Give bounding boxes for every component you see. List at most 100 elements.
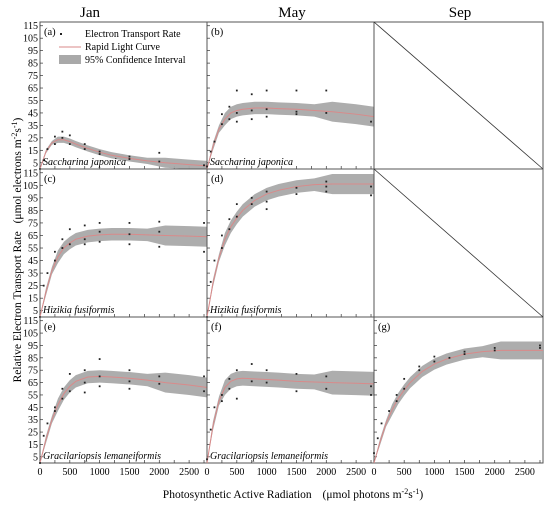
etr-point <box>83 238 86 241</box>
etr-point <box>388 410 390 412</box>
etr-point <box>325 180 328 183</box>
etr-point <box>448 356 451 359</box>
column-title-sep: Sep <box>449 5 472 21</box>
x-tick-label: 2500 <box>346 467 366 478</box>
etr-point <box>295 193 298 195</box>
etr-point <box>128 387 131 390</box>
etr-point <box>376 437 379 440</box>
ci-band-c <box>40 225 207 317</box>
etr-point <box>250 93 253 96</box>
etr-point <box>463 353 466 356</box>
panel-frame-g <box>373 316 544 464</box>
etr-point <box>46 422 49 425</box>
etr-point <box>221 234 223 237</box>
etr-point <box>68 228 71 231</box>
etr-point <box>203 375 205 378</box>
panel-b: (b) Saccharina japonica <box>206 21 375 170</box>
y-tick-label: 115 <box>23 21 38 32</box>
etr-point <box>83 381 86 384</box>
etr-point <box>128 243 131 246</box>
empty-panel-diagonal <box>373 21 544 170</box>
etr-point <box>42 159 45 162</box>
etr-point <box>325 89 328 92</box>
y-tick-label: 5 <box>33 452 38 463</box>
y-tick-label: 65 <box>28 84 38 95</box>
y-tick-label: 85 <box>28 59 38 70</box>
etr-point <box>61 397 64 400</box>
etr-point <box>325 112 328 114</box>
etr-point <box>83 391 86 394</box>
etr-point <box>325 185 328 188</box>
panel-sep-mid <box>373 168 544 318</box>
etr-point <box>221 123 223 126</box>
y-tick-label: 55 <box>28 244 38 255</box>
y-tick-label: 75 <box>28 71 38 82</box>
etr-point <box>213 259 216 262</box>
etr-point <box>54 250 56 253</box>
etr-point <box>418 365 421 368</box>
x-tick-label: 0 <box>38 467 43 478</box>
etr-point <box>128 155 131 158</box>
panel-label-e: (e) <box>44 322 56 333</box>
x-tick-label: 1500 <box>119 467 139 478</box>
etr-point <box>158 230 161 233</box>
etr-point <box>158 160 161 163</box>
etr-point <box>295 186 298 189</box>
y-tick-label: 55 <box>28 96 38 107</box>
etr-point <box>265 200 268 203</box>
etr-point <box>265 190 268 193</box>
y-tick-label: 35 <box>28 415 38 426</box>
ci-band-b <box>207 101 374 169</box>
x-tick-label: 1000 <box>257 467 277 478</box>
etr-point <box>98 230 101 233</box>
rlc-curve-g <box>373 349 543 464</box>
etr-point <box>265 369 268 372</box>
etr-point <box>250 363 253 365</box>
etr-point <box>325 190 328 193</box>
etr-point <box>265 208 268 211</box>
etr-point <box>203 164 205 167</box>
y-tick-label: 15 <box>28 440 38 451</box>
etr-point <box>98 150 101 153</box>
etr-point <box>46 148 49 150</box>
species-name-a: Saccharina japonica <box>43 157 126 168</box>
ci-band-f <box>207 370 374 463</box>
etr-point <box>235 369 238 372</box>
panel-label-f: (f) <box>211 322 222 333</box>
y-tick-label: 15 <box>28 294 38 305</box>
etr-point <box>203 390 205 393</box>
etr-point <box>128 158 131 160</box>
panel-frame-sep-mid <box>373 168 544 318</box>
etr-point <box>68 373 71 375</box>
etr-point <box>250 196 253 199</box>
x-tick-label: 2000 <box>316 467 336 478</box>
etr-point <box>235 397 238 400</box>
etr-point <box>61 136 64 139</box>
etr-point <box>83 148 86 150</box>
panel-f: 0 500 1000 1500 2000 2500 (f) Gracilariopsis le… <box>205 316 375 478</box>
etr-point <box>370 194 372 197</box>
etr-point <box>380 422 383 425</box>
y-tick-label: 15 <box>28 146 38 157</box>
etr-point <box>98 240 101 243</box>
x-tick-label: 2500 <box>179 467 199 478</box>
etr-point <box>433 355 436 358</box>
etr-point <box>213 140 216 143</box>
y-axis-label: Relative Electron Transport Rate (μmol e… <box>10 117 24 382</box>
etr-point <box>403 387 406 390</box>
etr-point <box>228 228 231 231</box>
etr-point <box>325 387 328 390</box>
y-tick-label: 35 <box>28 269 38 280</box>
etr-point <box>98 375 101 378</box>
panel-label-c: (c) <box>44 174 56 185</box>
etr-point <box>493 349 496 352</box>
etr-point <box>54 143 56 145</box>
etr-point <box>325 375 328 378</box>
etr-point <box>128 233 131 236</box>
etr-point <box>295 390 298 393</box>
etr-point <box>83 143 86 145</box>
etr-point <box>42 434 45 437</box>
etr-point <box>539 344 541 347</box>
panel-frame-b <box>206 21 375 170</box>
